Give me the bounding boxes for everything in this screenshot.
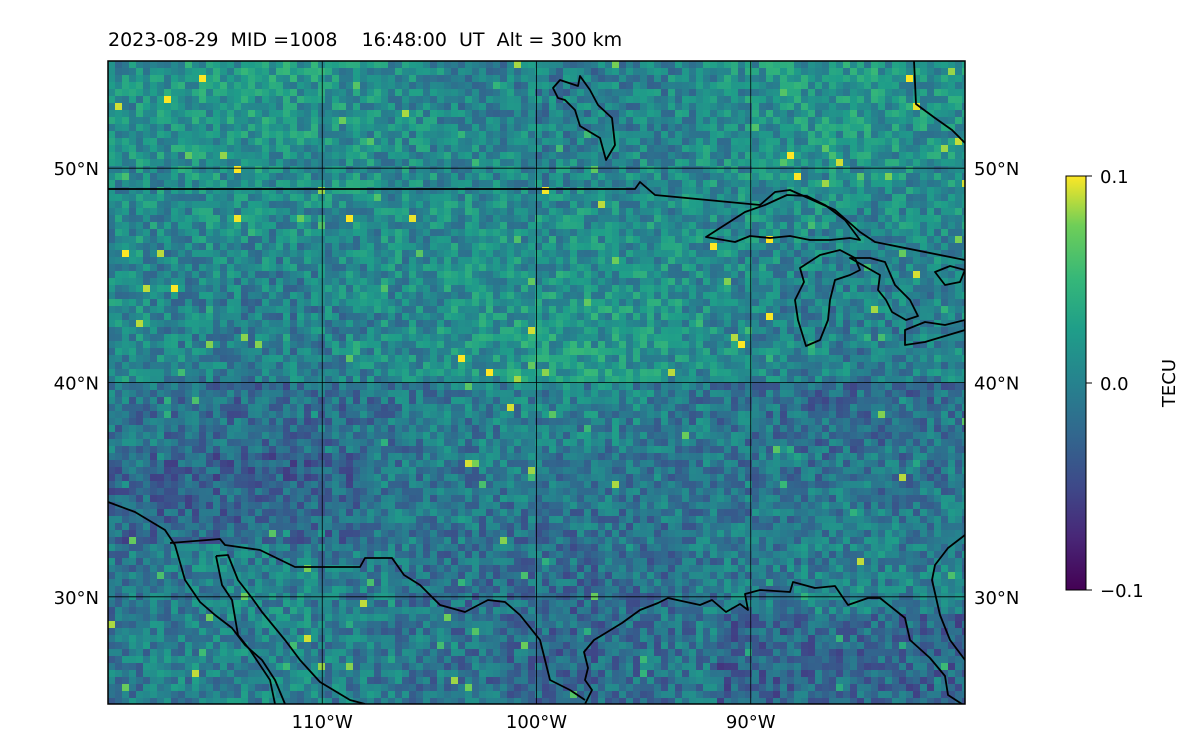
colorbar-tick-label: 0.0	[1100, 374, 1129, 395]
florida-coast	[931, 534, 965, 661]
colorbar-tick-label: 0.1	[1100, 167, 1129, 188]
hudson-bay-coast	[552, 75, 616, 161]
lake-superior	[705, 194, 861, 243]
lat-label-left: 40°N	[54, 374, 99, 395]
lat-label-left: 30°N	[54, 588, 99, 609]
lat-labels-right: 50°N 40°N 30°N	[974, 159, 1019, 609]
lat-label-right: 40°N	[974, 374, 1019, 395]
colorbar-label: TECU	[1159, 359, 1180, 408]
baja-west-coast	[108, 501, 286, 704]
lat-label-right: 30°N	[974, 588, 1019, 609]
map-frame	[107, 60, 966, 705]
us-mexico-border	[169, 538, 586, 701]
lake-erie	[904, 319, 965, 346]
labrador-coast	[913, 61, 965, 144]
gridlines	[108, 61, 965, 704]
us-canada-border	[108, 181, 965, 261]
baja-gulf-coast	[215, 554, 366, 704]
colorbar-ticks: 0.1 0.0 −0.1	[1086, 167, 1144, 602]
lake-huron	[849, 257, 919, 321]
lat-label-left: 50°N	[54, 159, 99, 180]
colorbar-tick-label: −0.1	[1100, 581, 1144, 602]
lon-labels-bottom: 110°W 100°W 90°W	[292, 712, 776, 733]
lon-label: 110°W	[292, 712, 353, 733]
lake-michigan	[794, 249, 861, 347]
lake-ontario	[934, 265, 965, 286]
lat-label-right: 50°N	[974, 159, 1019, 180]
lon-label: 90°W	[726, 712, 776, 733]
coastlines	[108, 61, 965, 704]
gulf-coast	[583, 581, 964, 704]
tec-field	[108, 61, 965, 704]
gulf-california	[215, 555, 276, 704]
lat-labels-left: 50°N 40°N 30°N	[54, 159, 99, 609]
map-title: 2023-08-29 MID =1008 16:48:00 UT Alt = 3…	[108, 29, 623, 51]
lon-label: 100°W	[506, 712, 567, 733]
colorbar	[1065, 175, 1087, 591]
